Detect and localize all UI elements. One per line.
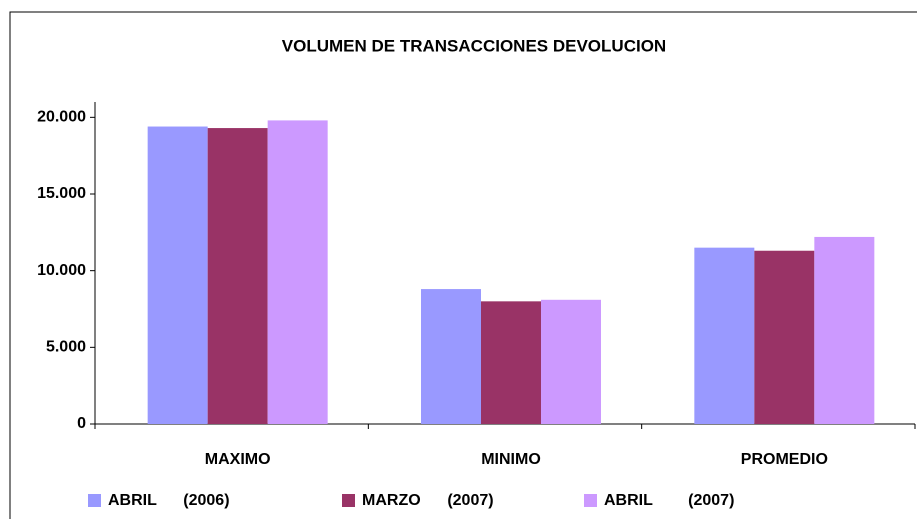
- legend-swatch: [584, 494, 597, 507]
- legend-label: ABRIL (2007): [604, 492, 734, 509]
- bar: [541, 299, 601, 424]
- y-tick-label: 0: [77, 415, 86, 432]
- y-tick-label: 10.000: [37, 262, 86, 279]
- bar: [481, 301, 541, 424]
- legend-swatch: [342, 494, 355, 507]
- bar: [754, 250, 815, 424]
- bar: [147, 126, 208, 425]
- legend-label: MARZO (2007): [362, 492, 494, 509]
- bar: [814, 236, 875, 424]
- x-tick-label: MINIMO: [481, 451, 541, 468]
- y-tick-label: 20.000: [37, 109, 86, 126]
- y-tick-label: 5.000: [46, 339, 86, 356]
- bar: [694, 247, 755, 424]
- x-tick-label: PROMEDIO: [741, 451, 828, 468]
- x-tick-label: MAXIMO: [205, 451, 271, 468]
- bar: [267, 120, 328, 425]
- legend-label: ABRIL (2006): [108, 492, 230, 509]
- chart-title: VOLUMEN DE TRANSACCIONES DEVOLUCION: [282, 36, 666, 55]
- bar: [207, 128, 268, 425]
- bar: [421, 289, 481, 424]
- legend-swatch: [88, 494, 101, 507]
- y-tick-label: 15.000: [37, 185, 86, 202]
